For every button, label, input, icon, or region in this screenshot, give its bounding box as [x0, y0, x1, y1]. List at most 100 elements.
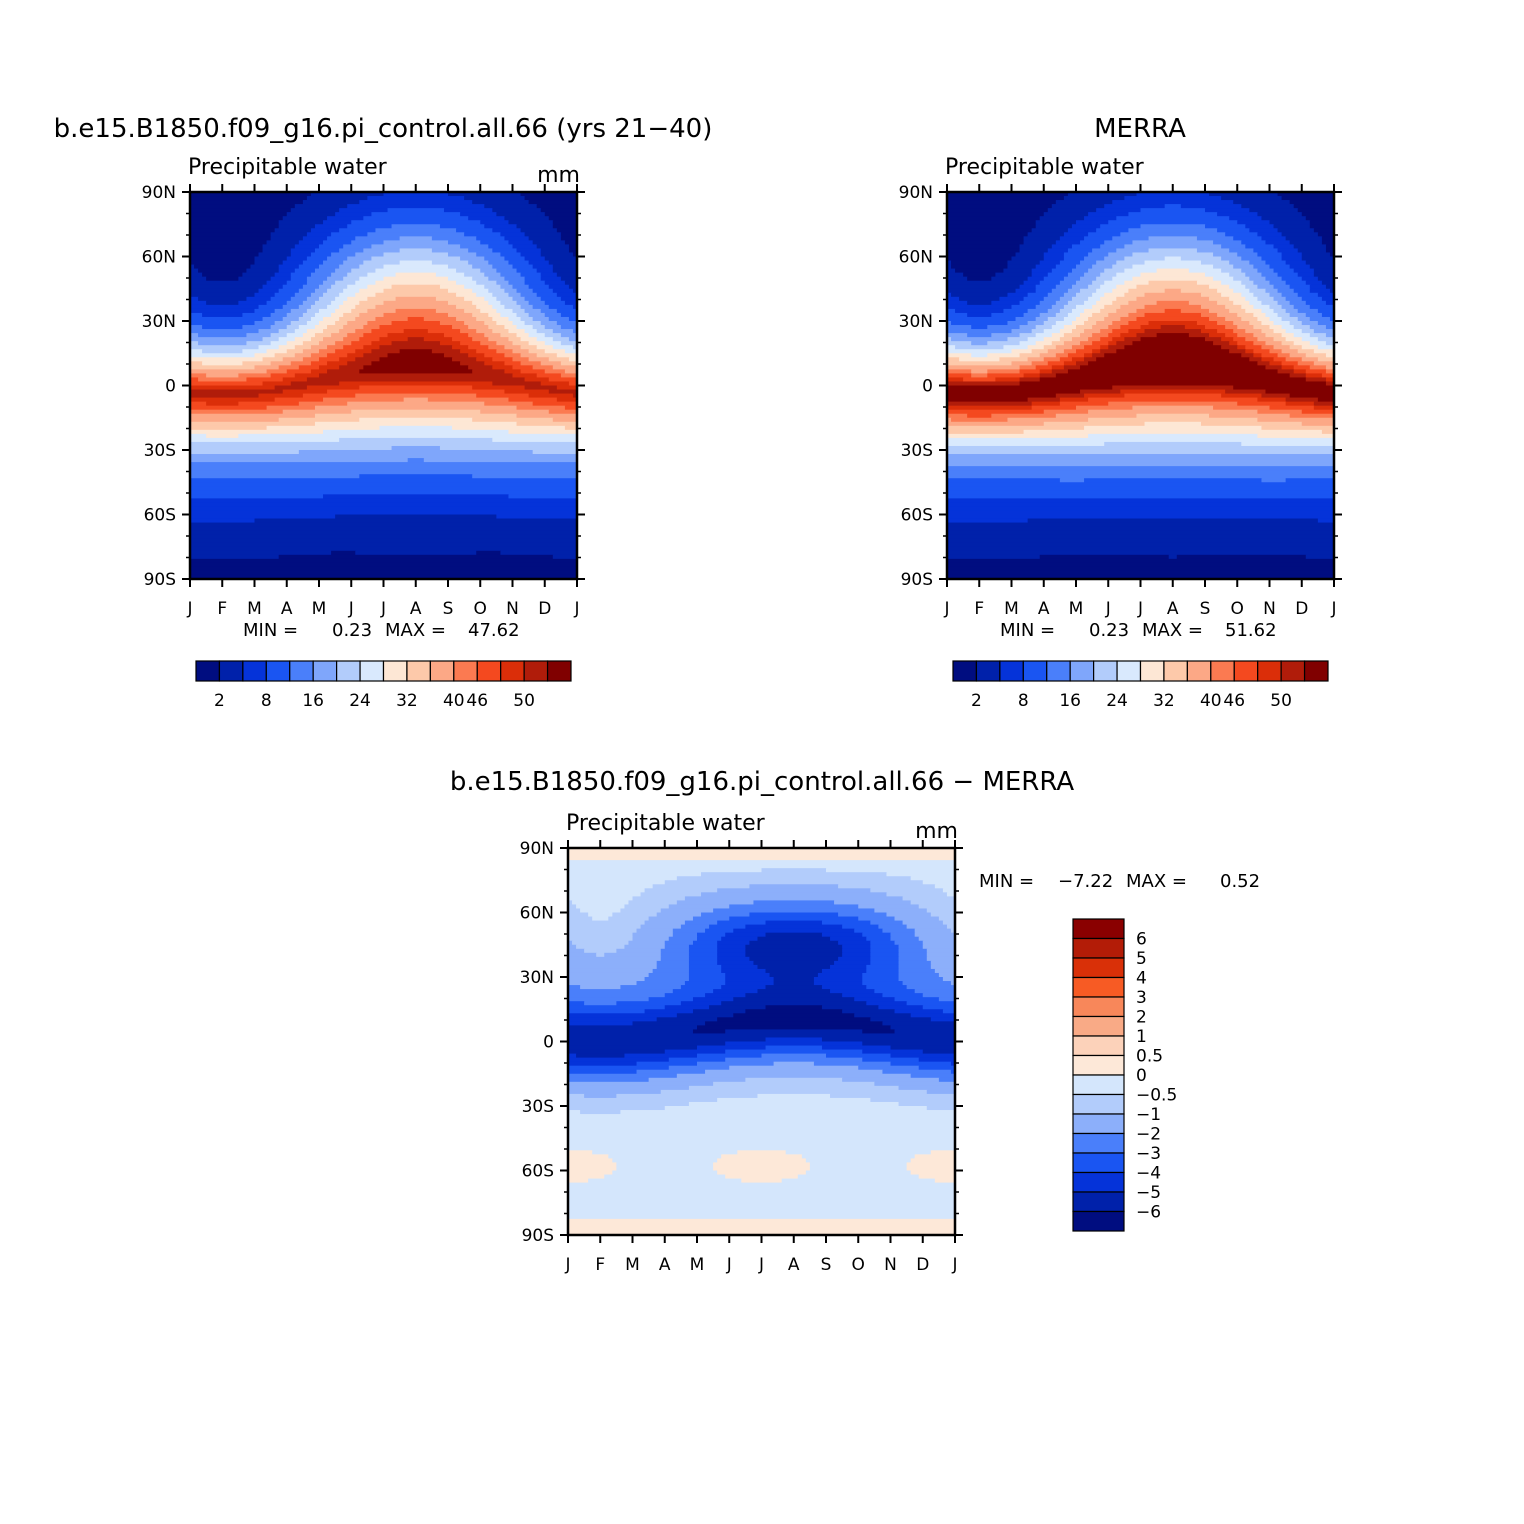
- field-cell: [431, 349, 461, 354]
- field-cell: [560, 325, 577, 330]
- field-cell: [947, 546, 1334, 552]
- field-cell: [922, 993, 955, 998]
- field-cell: [830, 1093, 955, 1099]
- field-cell: [286, 212, 336, 217]
- field-cell: [1071, 224, 1101, 229]
- field-cell: [456, 316, 477, 322]
- field-cell: [508, 429, 577, 435]
- field-cell: [898, 972, 940, 978]
- field-cell: [294, 373, 320, 379]
- field-cell: [206, 433, 239, 439]
- field-cell: [488, 337, 510, 342]
- field-cell: [1067, 272, 1085, 278]
- field-cell: [947, 256, 1013, 262]
- field-cell: [1035, 365, 1053, 370]
- field-cell: [1076, 325, 1093, 330]
- field-cell: [464, 296, 485, 302]
- field-cell: [516, 248, 542, 254]
- field-cell: [922, 1049, 955, 1055]
- field-cell: [1289, 413, 1334, 419]
- field-cell: [568, 1081, 714, 1087]
- field-cell: [568, 1001, 585, 1006]
- field-cell: [725, 1057, 863, 1063]
- field-cell: [190, 240, 268, 246]
- field-cell: [987, 341, 1021, 346]
- field-cell: [564, 300, 577, 306]
- field-cell: [737, 1150, 787, 1155]
- field-cell: [254, 365, 280, 370]
- field-cell: [552, 264, 577, 270]
- field-cell: [568, 868, 763, 873]
- field-cell: [383, 288, 449, 294]
- field-cell: [950, 1061, 955, 1067]
- field-cell: [1317, 357, 1334, 362]
- field-cell: [947, 224, 1037, 229]
- field-cell: [1088, 361, 1258, 366]
- field-cell: [504, 304, 522, 310]
- field-cell: [206, 373, 239, 379]
- field-cell: [745, 948, 843, 954]
- field-cell: [947, 510, 1334, 516]
- field-cell: [488, 260, 510, 266]
- field-cell: [1063, 256, 1085, 262]
- field-cell: [568, 1142, 955, 1147]
- field-cell: [1124, 345, 1222, 350]
- field-cell: [1096, 321, 1113, 326]
- field-cell: [302, 312, 316, 318]
- field-cell: [190, 538, 577, 544]
- colorbar-label: 3: [1136, 988, 1147, 1008]
- x-tick-label: N: [506, 599, 519, 619]
- field-cell: [343, 312, 360, 318]
- colorbar-swatch: [1072, 1074, 1125, 1096]
- field-cell: [274, 321, 292, 326]
- field-cell: [947, 570, 1334, 576]
- field-cell: [1011, 304, 1037, 310]
- field-cell: [439, 321, 465, 326]
- field-cell: [1229, 248, 1254, 254]
- field-cell: [556, 321, 577, 326]
- field-cell: [1088, 409, 1258, 415]
- field-cell: [854, 1013, 912, 1018]
- field-cell: [1184, 325, 1206, 330]
- field-cell: [938, 916, 955, 922]
- field-cell: [1273, 268, 1295, 274]
- field-cell: [1084, 300, 1097, 306]
- field-cell: [335, 308, 352, 314]
- field-cell: [1285, 478, 1334, 483]
- field-cell: [717, 888, 871, 893]
- field-cell: [564, 405, 577, 411]
- field-cell: [1092, 325, 1109, 330]
- panel-merra-subtitle: Precipitable water: [945, 155, 1145, 180]
- field-cell: [468, 345, 489, 350]
- field-cell: [1088, 232, 1121, 237]
- field-cell: [1067, 248, 1093, 254]
- field-cell: [399, 248, 433, 254]
- field-cell: [278, 365, 300, 370]
- field-cell: [504, 389, 550, 395]
- field-cell: [947, 200, 1057, 205]
- field-cell: [1019, 341, 1037, 346]
- field-cell: [512, 308, 526, 314]
- field-cell: [314, 248, 340, 254]
- field-cell: [838, 912, 888, 918]
- field-cell: [870, 940, 896, 946]
- field-cell: [568, 884, 654, 889]
- field-cell: [327, 369, 360, 375]
- field-cell: [395, 308, 437, 314]
- field-cell: [298, 288, 316, 294]
- field-cell: [942, 920, 955, 926]
- field-cell: [963, 272, 996, 278]
- field-cell: [448, 240, 481, 246]
- field-cell: [914, 928, 952, 934]
- field-cell: [1063, 361, 1077, 366]
- field-cell: [1265, 333, 1283, 338]
- field-cell: [882, 993, 924, 998]
- field-cell: [1217, 312, 1238, 318]
- field-cell: [947, 562, 1334, 568]
- field-cell: [359, 312, 385, 318]
- field-cell: [190, 204, 296, 209]
- field-cell: [947, 393, 1057, 399]
- field-cell: [947, 212, 1045, 217]
- field-cell: [319, 264, 340, 270]
- field-cell: [1007, 337, 1029, 342]
